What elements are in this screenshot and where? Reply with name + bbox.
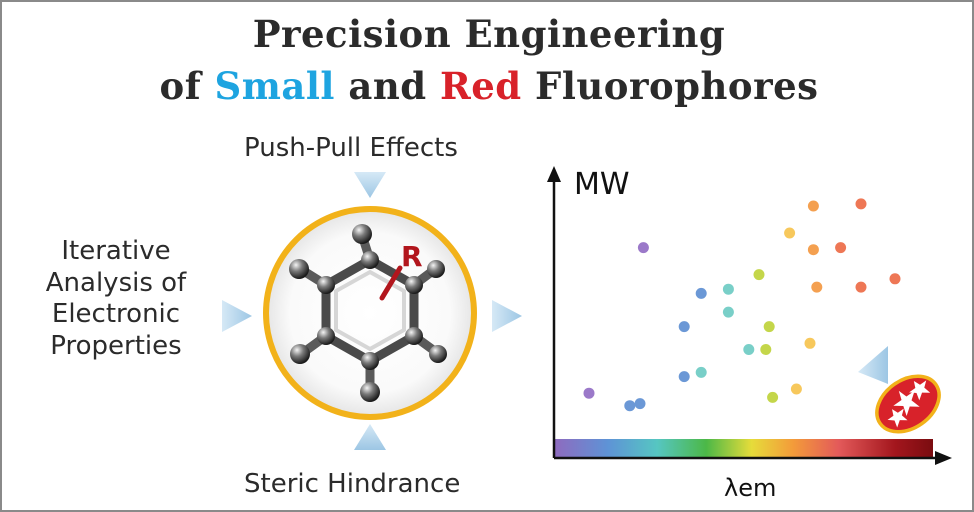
atom-sphere bbox=[429, 345, 447, 363]
scatter-point bbox=[889, 273, 901, 285]
scatter-point bbox=[767, 391, 779, 403]
scatter-point bbox=[790, 383, 802, 395]
scatter-point bbox=[753, 269, 765, 281]
steric-hindrance-label: Steric Hindrance bbox=[244, 469, 461, 499]
y-axis-arrow-icon bbox=[547, 166, 561, 182]
scatter-point bbox=[624, 400, 636, 412]
title-prefix: of bbox=[159, 64, 215, 108]
scatter-point bbox=[804, 337, 816, 349]
atom-sphere bbox=[405, 276, 423, 294]
arrow-up-icon bbox=[354, 424, 386, 450]
scatter-point bbox=[807, 200, 819, 212]
scatter-point bbox=[855, 281, 867, 293]
scatter-point bbox=[811, 281, 823, 293]
star-icon bbox=[893, 390, 920, 416]
atom-sphere bbox=[290, 344, 310, 364]
scatter-points bbox=[583, 198, 901, 412]
scatter-point bbox=[695, 366, 707, 378]
iterative-analysis-label: Iterative Analysis of Electronic Propert… bbox=[20, 236, 212, 363]
scatter-point bbox=[743, 344, 755, 355]
red-fluorophore-badge bbox=[875, 374, 941, 434]
scatter-point bbox=[722, 306, 734, 318]
atom-sphere bbox=[360, 382, 380, 402]
substituent-label: R bbox=[401, 240, 423, 273]
atom-sphere bbox=[317, 276, 335, 294]
arrow-down-icon bbox=[354, 172, 386, 198]
substituent-bond-marker bbox=[379, 265, 403, 301]
star-icon bbox=[909, 380, 931, 401]
scatter-point bbox=[835, 242, 847, 254]
scatter-point bbox=[695, 287, 707, 299]
x-axis-label: λem bbox=[724, 474, 776, 502]
scatter-point bbox=[678, 321, 690, 333]
scatter-point bbox=[678, 371, 690, 383]
atom-sphere bbox=[317, 327, 335, 345]
scatter-point bbox=[855, 198, 867, 210]
atom-sphere bbox=[361, 251, 379, 269]
highlight-arrow-icon bbox=[858, 346, 888, 384]
star-icon bbox=[887, 408, 908, 428]
scatter-point bbox=[807, 244, 819, 256]
iterative-line-3: Electronic bbox=[51, 299, 181, 330]
arrow-right-icon bbox=[492, 300, 522, 332]
wavelength-spectrum-bar bbox=[555, 439, 933, 457]
scatter-point bbox=[722, 283, 734, 295]
push-pull-label: Push-Pull Effects bbox=[244, 133, 458, 163]
title-suffix: Fluorophores bbox=[521, 64, 819, 108]
scatter-point bbox=[760, 344, 772, 355]
iterative-line-2: Analysis of bbox=[45, 267, 187, 298]
atom-sphere bbox=[361, 352, 379, 370]
atom-sphere bbox=[405, 327, 423, 345]
atom-sphere bbox=[352, 224, 372, 244]
y-axis-label: MW bbox=[574, 167, 630, 202]
scatter-point bbox=[637, 242, 649, 254]
scatter-point bbox=[763, 321, 775, 333]
scatter-point bbox=[583, 387, 595, 399]
arrow-right-left-icon bbox=[222, 300, 252, 332]
title-red: Red bbox=[440, 64, 522, 108]
atom-spheres bbox=[289, 224, 447, 402]
title-small: Small bbox=[214, 64, 335, 108]
scatter-point bbox=[784, 227, 796, 239]
title-line-2: of Small and Red Fluorophores bbox=[2, 64, 972, 108]
atom-sphere bbox=[427, 260, 445, 278]
title-line-1: Precision Engineering bbox=[252, 12, 726, 56]
molecule-ring bbox=[263, 206, 477, 420]
title-middle: and bbox=[334, 64, 440, 108]
x-axis-arrow-icon bbox=[935, 451, 952, 465]
iterative-line-1: Iterative bbox=[61, 236, 171, 266]
scatter-point bbox=[634, 398, 646, 410]
iterative-line-4: Properties bbox=[50, 331, 182, 362]
atom-sphere bbox=[289, 259, 309, 279]
